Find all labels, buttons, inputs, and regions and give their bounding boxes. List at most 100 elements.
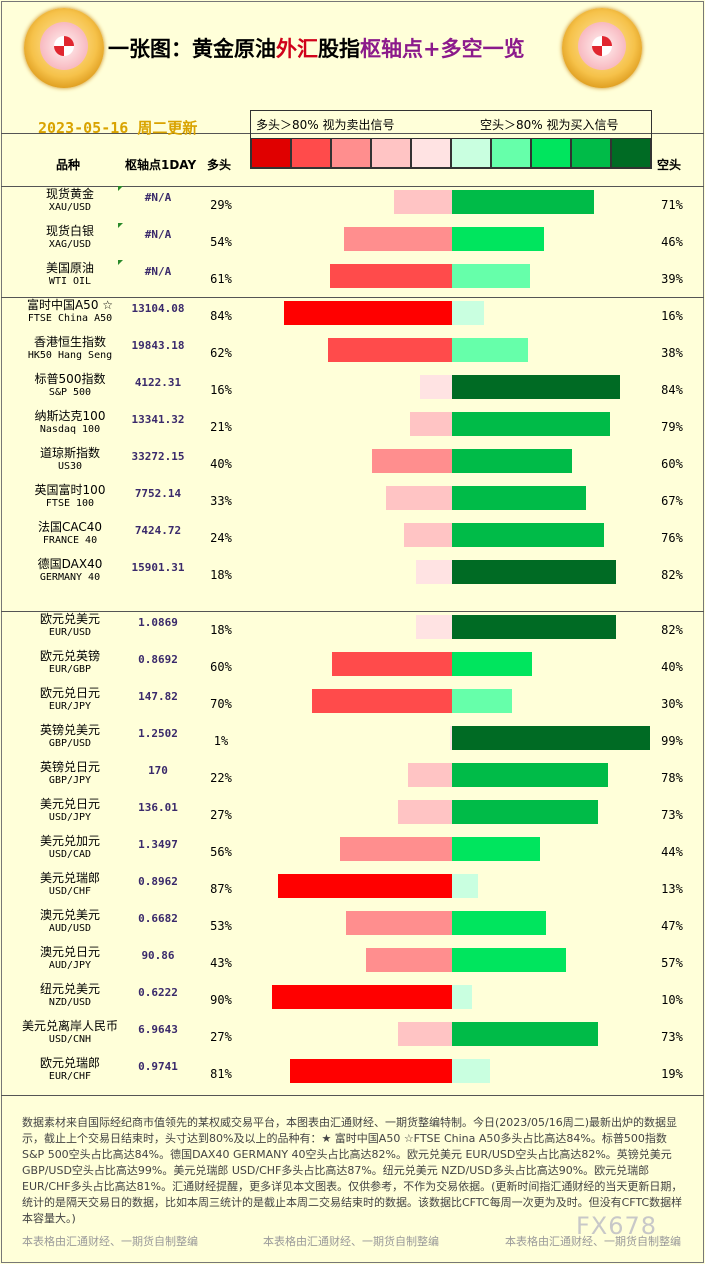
short-percent-label: 57% xyxy=(661,956,683,970)
short-bar xyxy=(452,652,532,676)
long-bar xyxy=(346,911,452,935)
instrument-name: 英国富时100 FTSE 100 xyxy=(20,483,120,510)
instrument-name-zh: 欧元兑美元 xyxy=(39,612,100,626)
long-bar xyxy=(416,615,452,639)
long-percent-label: 70% xyxy=(210,697,232,711)
group-separator xyxy=(1,186,704,187)
instrument-name-zh: 道琼斯指数 xyxy=(39,446,100,460)
col-header-long: 多头 xyxy=(207,158,232,172)
instrument-name: 香港恒生指数 HK50 Hang Seng xyxy=(20,335,120,362)
short-percent-label: 13% xyxy=(661,882,683,896)
long-bar xyxy=(404,523,452,547)
long-bar xyxy=(312,689,452,713)
pivot-value: 13341.32 xyxy=(131,413,185,426)
table-row: 欧元兑瑞郎 EUR/CHF 0.9741 81% 19% xyxy=(0,1056,705,1093)
instrument-name: 美元兑离岸人民币 USD/CNH xyxy=(20,1019,120,1046)
long-bar xyxy=(366,948,452,972)
short-bar xyxy=(452,985,472,1009)
pivot-value: 147.82 xyxy=(138,690,178,703)
instrument-name: 欧元兑日元 EUR/JPY xyxy=(20,686,120,713)
instrument-name-en: EUR/JPY xyxy=(48,701,92,712)
long-bar xyxy=(386,486,452,510)
table-row: 纳斯达克100 Nasdaq 100 13341.32 21% 79% xyxy=(0,409,705,446)
instrument-name-en: EUR/CHF xyxy=(48,1071,92,1082)
instrument-name-en: XAU/USD xyxy=(48,202,92,213)
short-percent-label: 73% xyxy=(661,808,683,822)
legend-swatch xyxy=(331,138,371,168)
short-bar xyxy=(452,412,610,436)
instrument-name: 英镑兑日元 GBP/JPY xyxy=(20,760,120,787)
short-bar xyxy=(452,264,530,288)
short-percent-label: 73% xyxy=(661,1030,683,1044)
long-percent-label: 27% xyxy=(210,1030,232,1044)
group-separator xyxy=(1,297,704,298)
short-percent-label: 79% xyxy=(661,420,683,434)
long-bar xyxy=(340,837,452,861)
instrument-name-en: FRANCE 40 xyxy=(42,535,98,546)
short-percent-label: 44% xyxy=(661,845,683,859)
short-percent-label: 71% xyxy=(661,198,683,212)
short-percent-label: 39% xyxy=(661,272,683,286)
long-bar xyxy=(420,375,452,399)
long-bar xyxy=(272,985,452,1009)
instrument-name-zh: 美元兑瑞郎 xyxy=(39,871,100,885)
instrument-name-en: HK50 Hang Seng xyxy=(27,350,113,361)
table-row: 英国富时100 FTSE 100 7752.14 33% 67% xyxy=(0,483,705,520)
table-row: 现货黄金 XAU/USD #N/A 29% 71% xyxy=(0,186,705,224)
long-percent-label: 81% xyxy=(210,1067,232,1081)
short-percent-label: 84% xyxy=(661,383,683,397)
long-bar xyxy=(416,560,452,584)
instrument-name-en: NZD/USD xyxy=(48,997,92,1008)
group-separator xyxy=(1,611,704,612)
cell-marker-icon xyxy=(118,223,123,228)
instrument-name: 纽元兑美元 NZD/USD xyxy=(20,982,120,1009)
short-bar xyxy=(452,523,604,547)
pivot-value: 0.9741 xyxy=(138,1060,178,1073)
instrument-name-zh: 香港恒生指数 xyxy=(33,335,106,349)
long-bar xyxy=(278,874,452,898)
instrument-name-en: GERMANY 40 xyxy=(39,572,101,583)
legend-long-text: 多头＞80% 视为卖出信号 xyxy=(256,118,395,132)
instrument-name-en: FTSE 100 xyxy=(45,498,95,509)
short-percent-label: 30% xyxy=(661,697,683,711)
instrument-name: 欧元兑瑞郎 EUR/CHF xyxy=(20,1056,120,1083)
pivot-value: 170 xyxy=(148,764,168,777)
pivot-value: 19843.18 xyxy=(131,339,185,352)
short-percent-label: 76% xyxy=(661,531,683,545)
col-header-short: 空头 xyxy=(657,158,682,172)
table-row: 纽元兑美元 NZD/USD 0.6222 90% 10% xyxy=(0,982,705,1019)
long-percent-label: 54% xyxy=(210,235,232,249)
pivot-value: 33272.15 xyxy=(131,450,185,463)
legend-swatch xyxy=(611,138,651,168)
short-bar xyxy=(452,615,616,639)
pivot-value: #N/A xyxy=(144,228,172,241)
pivot-value: 1.0869 xyxy=(138,616,178,629)
pivot-value: 13104.08 xyxy=(131,302,185,315)
short-percent-label: 16% xyxy=(661,309,683,323)
signal-legend xyxy=(250,110,652,169)
long-percent-label: 56% xyxy=(210,845,232,859)
instrument-name-zh: 欧元兑日元 xyxy=(39,686,100,700)
long-bar xyxy=(408,763,452,787)
long-percent-label: 43% xyxy=(210,956,232,970)
instrument-name-zh: 欧元兑瑞郎 xyxy=(39,1056,100,1070)
legend-swatch xyxy=(451,138,491,168)
instrument-name-en: EUR/GBP xyxy=(48,664,92,675)
legend-swatch xyxy=(371,138,411,168)
short-percent-label: 19% xyxy=(661,1067,683,1081)
pivot-value: 0.6222 xyxy=(138,986,178,999)
long-bar xyxy=(398,1022,452,1046)
instrument-name-zh: 英镑兑日元 xyxy=(39,760,100,774)
title-part-3: 股指 xyxy=(318,37,360,61)
pivot-value: 6.9643 xyxy=(138,1023,178,1036)
long-percent-label: 22% xyxy=(210,771,232,785)
credit-text-2: 本表格由汇通财经、一期货自制整编 xyxy=(263,1235,439,1248)
short-bar xyxy=(452,560,616,584)
instrument-name: 美元兑瑞郎 USD/CHF xyxy=(20,871,120,898)
instrument-name: 纳斯达克100 Nasdaq 100 xyxy=(20,409,120,436)
long-percent-label: 40% xyxy=(210,457,232,471)
instrument-name-en: US30 xyxy=(57,461,83,472)
long-bar xyxy=(410,412,452,436)
instrument-name-en: GBP/USD xyxy=(48,738,92,749)
short-bar xyxy=(452,763,608,787)
